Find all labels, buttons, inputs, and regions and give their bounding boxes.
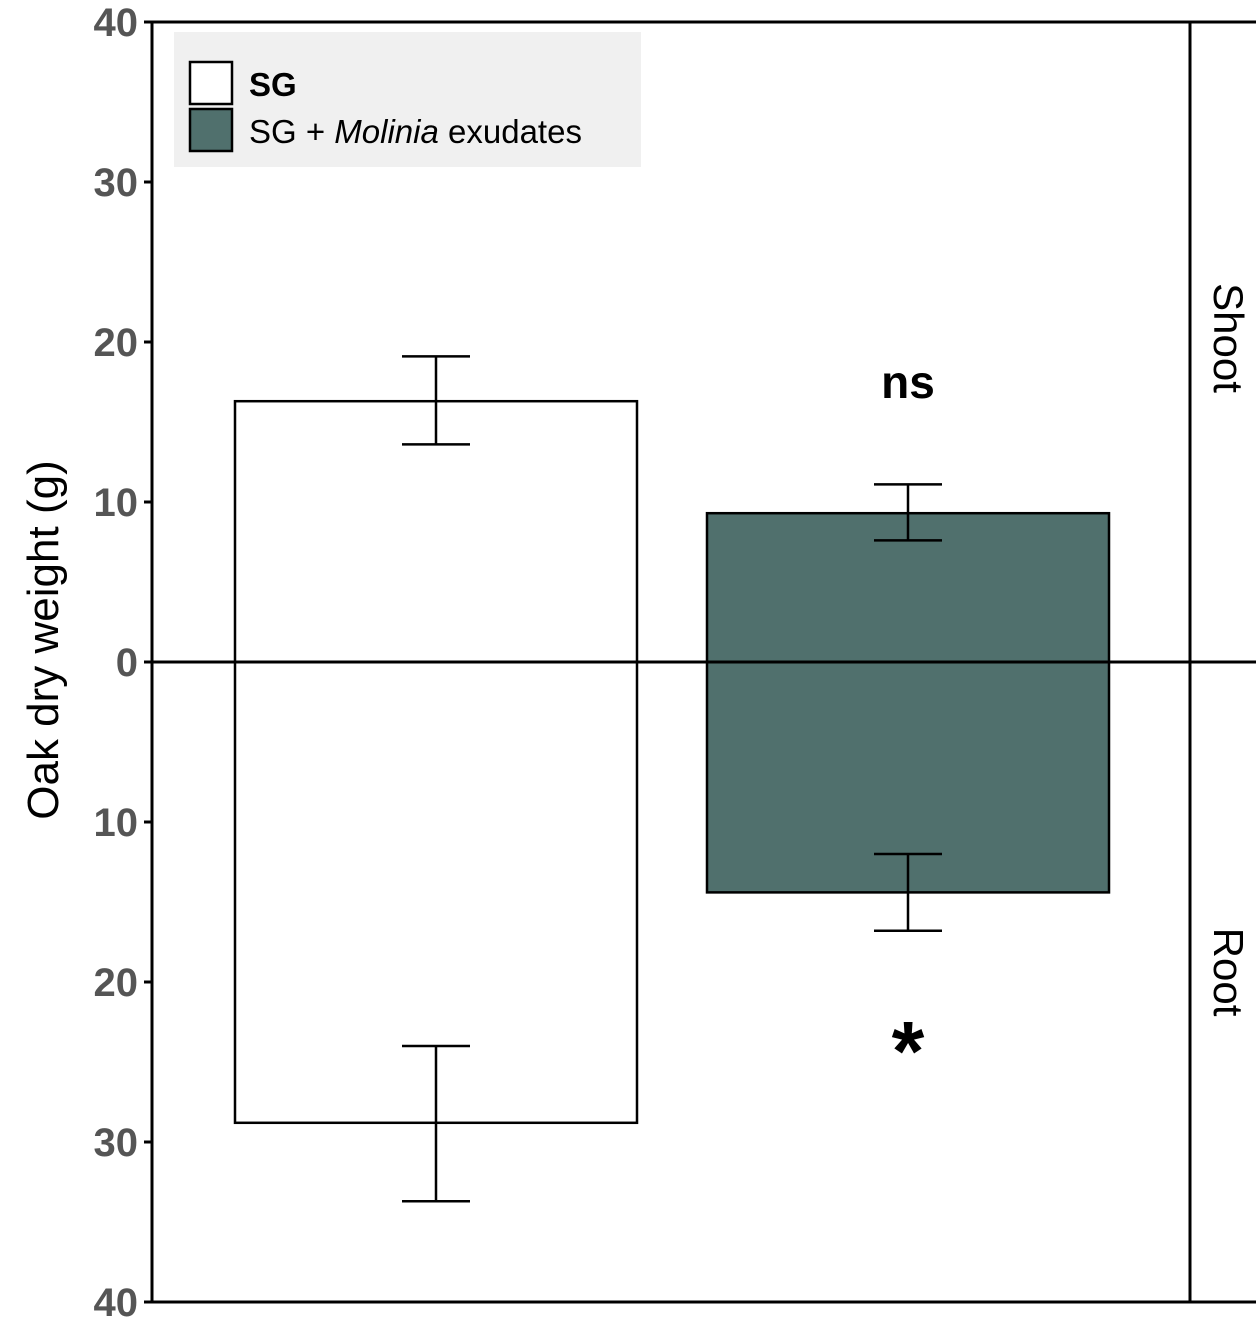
legend-swatch-sg-molinia	[188, 107, 234, 153]
legend-swatch-sg	[188, 60, 234, 106]
y-ticks: 40 30 20 10 0 10 20 30 40	[94, 1, 152, 1323]
y-tick-label: 10	[94, 481, 139, 525]
significance-root: *	[892, 1004, 925, 1098]
y-tick-label: 10	[94, 801, 139, 845]
y-tick-label: 0	[116, 641, 138, 685]
y-tick-label: 20	[94, 321, 139, 365]
y-tick-label: 40	[94, 1, 139, 45]
legend-label-sg-molinia: SG + Molinia exudates	[249, 113, 582, 150]
y-axis-title: Oak dry weight (g)	[19, 460, 68, 819]
y-tick-label: 30	[94, 1121, 139, 1165]
y-tick-label: 20	[94, 961, 139, 1005]
legend: SG SG + Molinia exudates	[174, 32, 641, 167]
y-tick-label: 30	[94, 161, 139, 205]
legend-background	[174, 32, 641, 167]
facet-label-shoot: Shoot	[1205, 283, 1252, 393]
significance-shoot: ns	[881, 356, 935, 408]
y-tick-label: 40	[94, 1281, 139, 1323]
facet-label-root: Root	[1205, 928, 1252, 1017]
legend-label-sg: SG	[249, 66, 297, 103]
bars	[233, 355, 1111, 1203]
